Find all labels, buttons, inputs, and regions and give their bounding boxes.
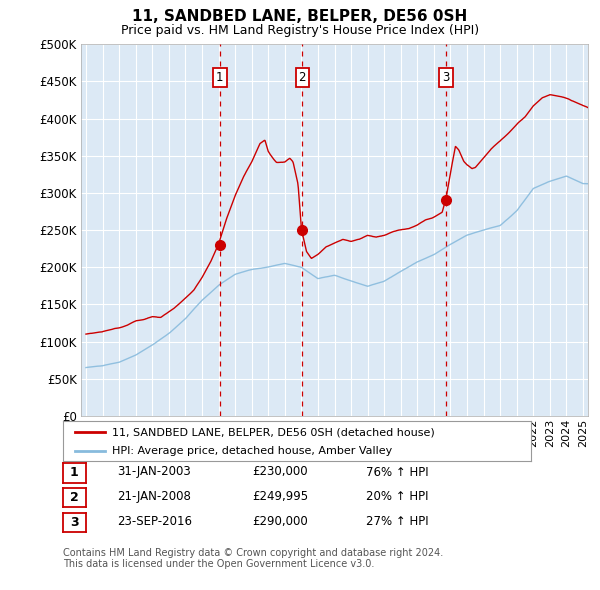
Text: 23-SEP-2016: 23-SEP-2016 [117, 515, 192, 528]
Text: 2: 2 [299, 71, 306, 84]
Text: 3: 3 [70, 516, 79, 529]
Text: HPI: Average price, detached house, Amber Valley: HPI: Average price, detached house, Ambe… [112, 445, 392, 455]
Text: 3: 3 [442, 71, 449, 84]
Text: £290,000: £290,000 [252, 515, 308, 528]
Text: £230,000: £230,000 [252, 466, 308, 478]
Text: 2: 2 [70, 491, 79, 504]
Text: 31-JAN-2003: 31-JAN-2003 [117, 466, 191, 478]
Text: Price paid vs. HM Land Registry's House Price Index (HPI): Price paid vs. HM Land Registry's House … [121, 24, 479, 37]
Text: 11, SANDBED LANE, BELPER, DE56 0SH: 11, SANDBED LANE, BELPER, DE56 0SH [133, 9, 467, 24]
Text: 1: 1 [216, 71, 224, 84]
Text: 76% ↑ HPI: 76% ↑ HPI [366, 466, 428, 478]
Text: £249,995: £249,995 [252, 490, 308, 503]
Text: 11, SANDBED LANE, BELPER, DE56 0SH (detached house): 11, SANDBED LANE, BELPER, DE56 0SH (deta… [112, 427, 435, 437]
Text: 1: 1 [70, 466, 79, 480]
Text: 20% ↑ HPI: 20% ↑ HPI [366, 490, 428, 503]
Text: Contains HM Land Registry data © Crown copyright and database right 2024.
This d: Contains HM Land Registry data © Crown c… [63, 548, 443, 569]
Text: 21-JAN-2008: 21-JAN-2008 [117, 490, 191, 503]
Text: 27% ↑ HPI: 27% ↑ HPI [366, 515, 428, 528]
